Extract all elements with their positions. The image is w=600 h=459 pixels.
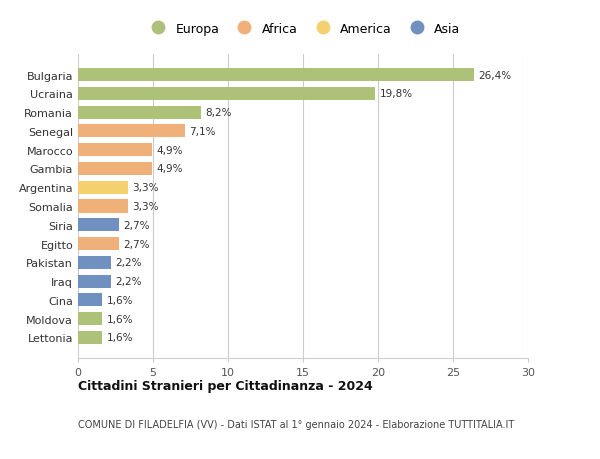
Bar bbox=[78, 200, 128, 213]
Text: 4,9%: 4,9% bbox=[156, 164, 182, 174]
Text: 2,2%: 2,2% bbox=[115, 258, 142, 268]
Text: 2,7%: 2,7% bbox=[123, 220, 149, 230]
Text: 1,6%: 1,6% bbox=[107, 314, 133, 324]
Bar bbox=[78, 237, 119, 251]
Bar bbox=[78, 144, 151, 157]
Bar bbox=[78, 69, 474, 82]
Bar bbox=[78, 106, 201, 119]
Text: 1,6%: 1,6% bbox=[107, 295, 133, 305]
Bar bbox=[78, 294, 102, 307]
Text: COMUNE DI FILADELFIA (VV) - Dati ISTAT al 1° gennaio 2024 - Elaborazione TUTTITA: COMUNE DI FILADELFIA (VV) - Dati ISTAT a… bbox=[78, 419, 514, 429]
Bar bbox=[78, 275, 111, 288]
Bar bbox=[78, 88, 375, 101]
Text: Cittadini Stranieri per Cittadinanza - 2024: Cittadini Stranieri per Cittadinanza - 2… bbox=[78, 380, 373, 392]
Bar bbox=[78, 125, 185, 138]
Bar bbox=[78, 219, 119, 232]
Text: 7,1%: 7,1% bbox=[189, 127, 215, 137]
Bar bbox=[78, 313, 102, 325]
Text: 26,4%: 26,4% bbox=[479, 70, 512, 80]
Text: 19,8%: 19,8% bbox=[380, 89, 413, 99]
Bar bbox=[78, 331, 102, 344]
Text: 3,3%: 3,3% bbox=[132, 183, 158, 193]
Bar bbox=[78, 181, 128, 194]
Text: 2,2%: 2,2% bbox=[115, 276, 142, 286]
Bar bbox=[78, 162, 151, 176]
Text: 2,7%: 2,7% bbox=[123, 239, 149, 249]
Bar bbox=[78, 256, 111, 269]
Legend: Europa, Africa, America, Asia: Europa, Africa, America, Asia bbox=[142, 19, 464, 39]
Text: 4,9%: 4,9% bbox=[156, 146, 182, 155]
Text: 3,3%: 3,3% bbox=[132, 202, 158, 212]
Text: 8,2%: 8,2% bbox=[205, 108, 232, 118]
Text: 1,6%: 1,6% bbox=[107, 333, 133, 343]
